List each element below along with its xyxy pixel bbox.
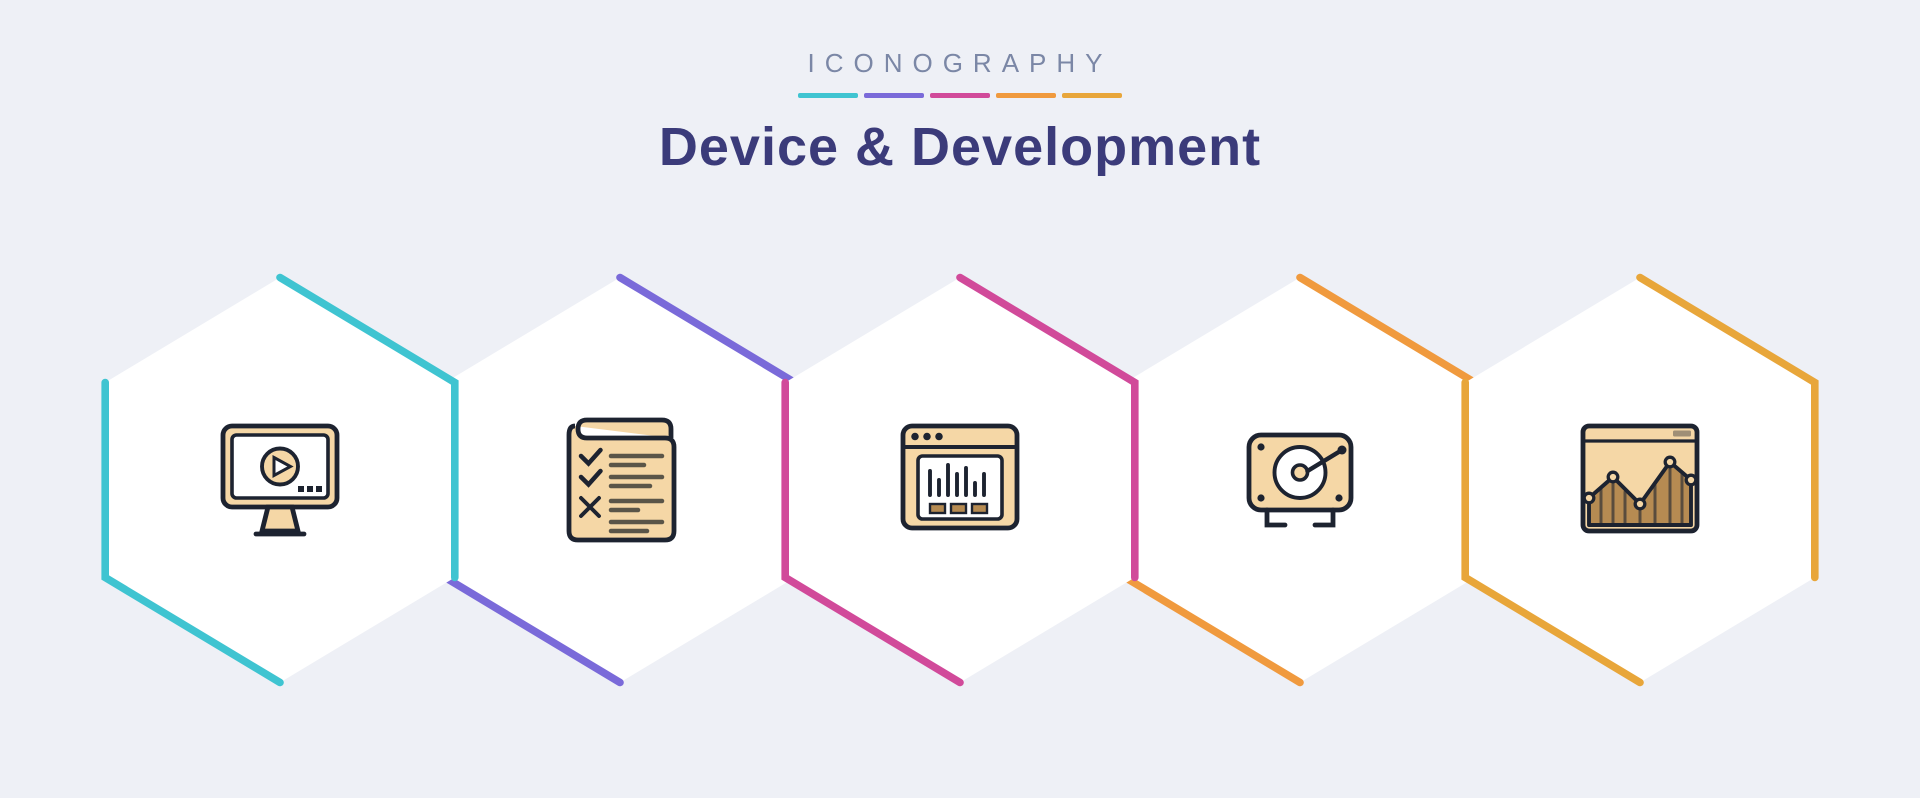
- divider-bar-1: [798, 93, 858, 98]
- hex-card-2: [430, 270, 810, 690]
- browser-chart-icon: [885, 405, 1035, 555]
- hex-card-4: [1110, 270, 1490, 690]
- divider-bar-2: [864, 93, 924, 98]
- area-chart-icon: [1565, 405, 1715, 555]
- hex-card-5: [1450, 270, 1830, 690]
- page-title: Device & Development: [0, 116, 1920, 178]
- hexagon-row: [90, 270, 1830, 690]
- divider-bar-4: [996, 93, 1056, 98]
- subtitle: ICONOGRAPHY: [0, 48, 1920, 79]
- checklist-icon: [545, 405, 695, 555]
- accent-divider: [0, 93, 1920, 98]
- hex-card-1: [90, 270, 470, 690]
- divider-bar-5: [1062, 93, 1122, 98]
- header: ICONOGRAPHY Device & Development: [0, 48, 1920, 178]
- divider-bar-3: [930, 93, 990, 98]
- hard-disk-icon: [1225, 405, 1375, 555]
- monitor-video-icon: [205, 405, 355, 555]
- hex-card-3: [770, 270, 1150, 690]
